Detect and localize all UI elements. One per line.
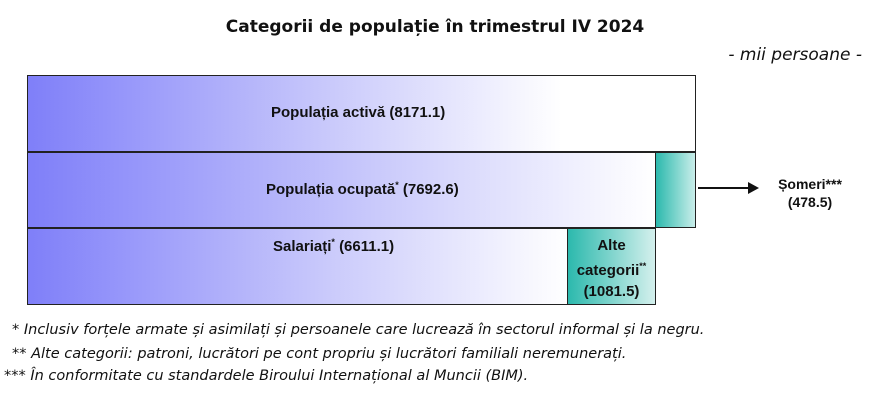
alte-line2: categorii** [576,261,647,279]
value-populatia-ocupata: (7692.6) [402,181,459,198]
chart-title: Categorii de populație în trimestrul IV … [225,17,645,37]
label-salariati-text: Salariați [273,238,332,255]
label-someri: Șomeri*** (478.5) [765,175,855,211]
label-populatia-ocupata: Populația ocupată* (7692.6) [266,180,459,198]
label-populatia-activa: Populația activă (8171.1) [271,104,446,121]
box-populatia-activa [27,75,696,152]
box-populatia-ocupata [27,152,656,228]
alte-line1: Alte [597,237,626,254]
box-someri-segment [655,152,696,228]
alte-value: (1081.5) [583,283,640,300]
box-alte-categorii [567,228,656,305]
label-populatia-ocupata-text: Populația ocupată [266,181,396,198]
box-salariati [27,228,568,305]
label-salariati: Salariați* (6611.1) [273,237,394,255]
unit-label: - mii persoane - [728,45,862,65]
arrow-line [698,187,752,189]
someri-value: (478.5) [787,194,833,210]
label-alte-categorii: Alte categorii** (1081.5) [567,235,656,302]
footnote-1: * Inclusiv forțele armate și asimilați ș… [12,322,705,338]
footnote-2: ** Alte categorii: patroni, lucrători pe… [12,346,627,362]
footnote-3: *** În conformitate cu standardele Birou… [4,368,529,384]
footnote-mark-1b: * [331,237,335,247]
someri-text: Șomeri*** [778,176,842,192]
value-salariati: (6611.1) [339,238,395,255]
arrow-head-icon [748,182,759,194]
footnote-mark-2: ** [639,261,647,271]
footnote-mark-1: * [395,180,399,190]
